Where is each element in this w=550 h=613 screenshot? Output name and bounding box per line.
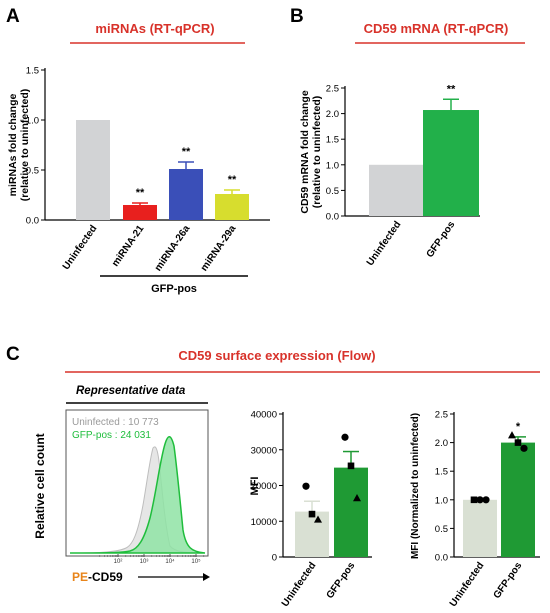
mfi-point	[341, 433, 349, 441]
mfi-point	[302, 482, 310, 490]
a-y-tick-label: 1.5	[26, 66, 39, 77]
mfi-y-label: MFI	[249, 477, 261, 496]
norm-y-tick-label: 1.0	[435, 495, 448, 506]
a-y-label: miRNAs fold change(relative to uninfecte…	[7, 89, 31, 202]
mfi-bar	[295, 511, 329, 557]
norm-point	[508, 431, 516, 439]
mfi-category-label: Uninfected	[280, 560, 319, 609]
norm-bar	[501, 442, 535, 557]
norm-y-tick-label: 0.0	[435, 553, 448, 564]
hist-tick-label: 10⁵	[191, 558, 201, 565]
b-y-label: CD59 mRNA fold change(relative to uninfe…	[299, 90, 323, 213]
a-y-label-line: miRNAs fold change	[7, 94, 19, 197]
hist-legend-uninfected: Uninfected : 10 773	[72, 417, 159, 428]
norm-y-tick-label: 2.0	[435, 438, 448, 449]
b-category-label: GFP-pos	[425, 219, 458, 260]
hist-x-label: PE-CD59	[72, 570, 123, 584]
a-bar	[123, 205, 157, 220]
chart-c-flow-histogram: Representative data Uninfected : 10 773 …	[33, 385, 210, 584]
panel-b-letter: B	[290, 6, 304, 27]
hist-subtitle: Representative data	[76, 385, 186, 397]
b-y-tick-label: 0.5	[326, 186, 339, 197]
mfi-point	[314, 515, 322, 523]
a-y-label-line: (relative to uninfected)	[19, 89, 31, 202]
panel-a-letter: A	[6, 6, 20, 27]
norm-point	[520, 444, 528, 452]
panel-c-letter: C	[6, 344, 20, 365]
mfi-y-tick-label: 20000	[251, 481, 277, 492]
b-y-tick-label: 0.0	[326, 212, 339, 223]
a-significance: **	[228, 174, 237, 186]
panel-a-title: miRNAs (RT-qPCR)	[95, 21, 214, 36]
a-y-tick-label: 1.0	[26, 116, 39, 127]
hist-frame	[65, 409, 209, 557]
a-bar	[76, 120, 110, 220]
mfi-y-tick-label: 30000	[251, 445, 277, 456]
chart-c-mfi-normalized: 0.0 0.5 1.0 1.5 2.0 2.5 MFI (Normalized to uni…	[410, 410, 540, 609]
mfi-y-tick-label: 10000	[251, 517, 277, 528]
a-bar	[215, 194, 249, 220]
norm-category-label: GFP-pos	[492, 560, 525, 601]
norm-y-label: MFI (Normalized to uninfected)	[410, 413, 421, 559]
hist-y-label: Relative cell count	[33, 433, 47, 538]
norm-y-tick-label: 1.5	[435, 467, 448, 478]
a-category-label: miRNA-29a	[199, 223, 239, 273]
a-category-label: miRNA-21	[110, 223, 147, 269]
b-bar	[369, 164, 425, 216]
mfi-y-tick-label: 0	[272, 553, 277, 564]
norm-category-label: Uninfected	[448, 560, 487, 609]
b-y-label-line: (relative to uninfected)	[311, 96, 323, 209]
mfi-point	[353, 494, 361, 502]
panel-b-title: CD59 mRNA (RT-qPCR)	[364, 21, 509, 36]
chart-a-mirna-fold-change: 0.0 0.5 1.0 1.5 miRNAs fold change(relative …	[7, 66, 270, 273]
hist-x-label-cd59: -CD59	[88, 570, 123, 584]
a-significance: **	[182, 146, 191, 158]
norm-significance: *	[516, 421, 521, 433]
norm-bar	[463, 499, 497, 557]
mfi-y-tick-label: 40000	[251, 410, 277, 421]
norm-y-tick-label: 0.5	[435, 524, 448, 535]
hist-tick-label: 10²	[114, 559, 123, 565]
hist-x-label-pe: PE	[72, 570, 88, 584]
a-significance: **	[136, 187, 145, 199]
norm-point	[476, 496, 484, 504]
b-y-tick-label: 2.5	[326, 84, 339, 95]
b-category-label: Uninfected	[365, 219, 404, 268]
hist-x-arrow-head	[203, 573, 210, 581]
panel-a-group-label: GFP-pos	[151, 283, 197, 295]
hist-gfp-curve	[69, 436, 206, 554]
norm-point	[470, 496, 478, 504]
a-category-label: Uninfected	[61, 223, 100, 272]
norm-point	[482, 496, 490, 504]
hist-tick-label: 10⁴	[165, 558, 175, 565]
a-y-tick-label: 0.5	[26, 166, 39, 177]
a-category-label: miRNA-26a	[153, 223, 193, 273]
b-y-tick-label: 2.0	[326, 109, 339, 120]
mfi-bar	[334, 467, 368, 557]
norm-y-label-line: MFI (Normalized to uninfected)	[410, 413, 421, 559]
mfi-point	[308, 510, 316, 518]
mfi-y-label-line: MFI	[249, 477, 261, 496]
norm-point	[514, 439, 522, 446]
mfi-category-label: GFP-pos	[325, 560, 358, 601]
panel-c-title: CD59 surface expression (Flow)	[178, 348, 375, 363]
b-y-tick-label: 1.0	[326, 160, 339, 171]
b-significance: **	[447, 83, 456, 95]
hist-x-ticks: 10² 10³ 10⁴ 10⁵	[99, 554, 205, 565]
b-y-label-line: CD59 mRNA fold change	[299, 90, 311, 213]
a-y-tick-label: 0.0	[26, 216, 39, 227]
norm-y-tick-label: 2.5	[435, 410, 448, 421]
hist-legend-gfp: GFP-pos : 24 031	[72, 430, 151, 441]
b-bar	[423, 110, 479, 216]
hist-tick-label: 10³	[140, 559, 149, 565]
chart-c-mfi: 0 10000 20000 30000 40000 MFI Uninfected GFP-po…	[249, 410, 372, 609]
a-bar	[169, 169, 203, 220]
b-y-tick-label: 1.5	[326, 135, 339, 146]
mfi-point	[347, 462, 355, 470]
